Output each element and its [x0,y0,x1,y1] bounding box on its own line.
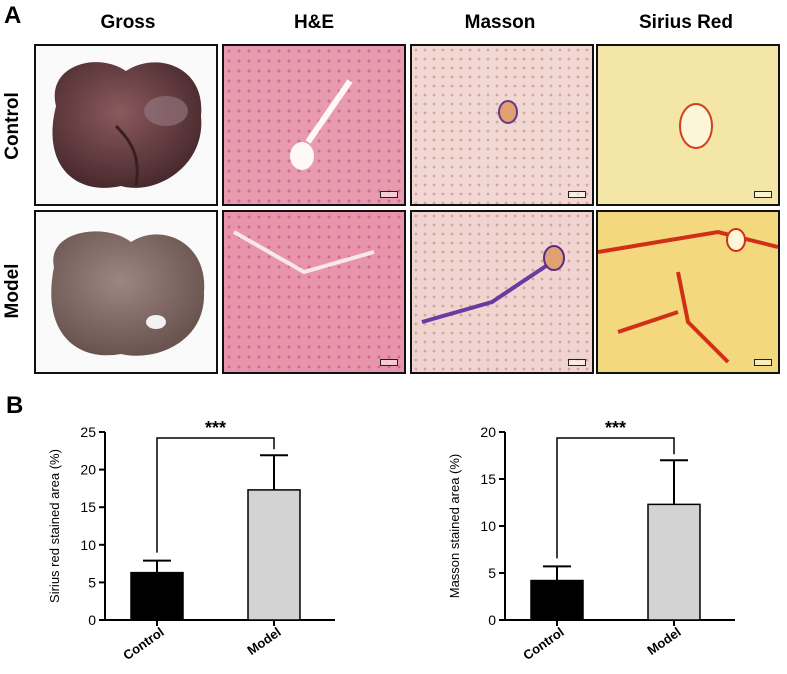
masson-control-image [410,44,594,206]
bar-model [247,489,301,621]
significance-bracket [556,437,675,559]
y-tick-label: 0 [88,612,96,628]
y-tick-label: 5 [488,565,496,581]
column-header-gross: Gross [100,12,156,33]
x-tick-label: Control [120,624,166,663]
y-tick-label: 20 [480,424,496,440]
masson-bar-chart: Masson stained area (%) 0 5 10 15 20 Control Mo… [447,420,735,663]
sirius-red-model-image [596,210,780,374]
y-tick-label: 10 [480,518,496,534]
scale-bar [568,191,586,198]
significance-label: *** [205,420,226,438]
column-header-sirius-red: Sirius Red [639,12,733,33]
he-control-image [222,44,406,206]
scale-bar [380,191,398,198]
sirius-red-bar-chart: Sirius red stained area (%) 0 5 10 15 20 25 Con… [47,420,335,663]
bar-model [647,503,701,621]
bar-control [130,571,184,621]
gross-control-image [34,44,218,206]
gross-model-image [34,210,218,374]
he-model-image [222,210,406,374]
scale-bar [380,359,398,366]
bar-control [530,579,584,621]
y-axis-label: Masson stained area (%) [447,454,462,599]
row-header-control: Control [2,92,23,160]
scale-bar [754,191,772,198]
panel-b-label: B [6,392,24,419]
y-tick-label: 15 [80,499,96,515]
significance-label: *** [605,420,626,438]
column-header-he: H&E [293,12,335,33]
scale-bar [568,359,586,366]
y-tick-label: 20 [80,462,96,478]
y-tick-label: 5 [88,574,96,590]
x-tick-label: Control [520,624,566,663]
column-header-masson: Masson [464,12,536,33]
row-header-model: Model [2,263,23,319]
y-tick-label: 0 [488,612,496,628]
x-tick-label: Model [644,624,683,658]
significance-bracket [156,437,275,553]
x-tick-label: Model [244,624,283,658]
y-axis-label: Sirius red stained area (%) [47,449,62,603]
scale-bar [754,359,772,366]
sirius-red-control-image [596,44,780,206]
masson-model-image [410,210,594,374]
y-tick-label: 10 [80,537,96,553]
panel-a-label: A [4,2,22,29]
y-tick-label: 25 [80,424,96,440]
y-tick-label: 15 [480,471,496,487]
